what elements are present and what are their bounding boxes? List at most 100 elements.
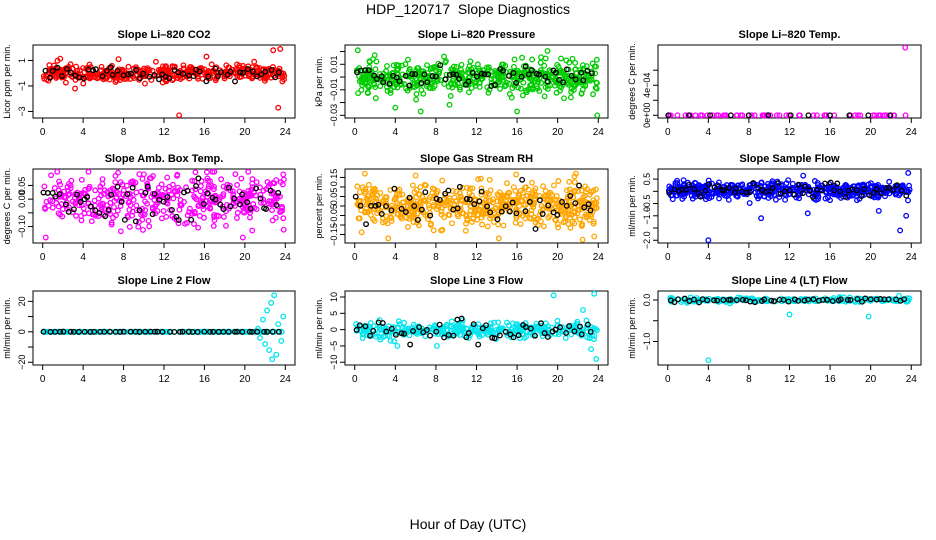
data-point-black (827, 179, 834, 186)
data-point-black (54, 64, 61, 71)
data-point (532, 191, 539, 198)
data-point (280, 226, 287, 233)
data-point (269, 207, 275, 214)
data-point-black (560, 79, 567, 86)
data-point (692, 180, 699, 187)
data-point-black (91, 328, 98, 335)
data-point-black (81, 328, 88, 335)
chart-title: Slope Line 3 Flow (430, 275, 523, 287)
data-point-black (550, 209, 557, 216)
data-point-black (785, 298, 792, 305)
chart-title: Slope Amb. Box Temp. (105, 153, 224, 165)
y-tick-label: 0e+00 (642, 103, 652, 128)
data-point (477, 206, 484, 213)
data-point-black (179, 328, 186, 335)
data-point (241, 209, 248, 216)
data-point (424, 62, 430, 69)
data-point (249, 227, 256, 234)
data-point (54, 168, 61, 175)
data-point (420, 68, 427, 75)
data-point-outlier (257, 334, 263, 341)
data-point (401, 319, 408, 326)
data-point-outlier (394, 342, 401, 349)
data-point (415, 191, 422, 198)
data-point (751, 180, 758, 187)
data-point (462, 227, 469, 234)
data-point (465, 89, 472, 96)
data-point (117, 228, 124, 235)
data-point (469, 185, 476, 192)
data-point (417, 184, 424, 191)
data-point (427, 65, 434, 72)
data-point (698, 189, 704, 196)
data-point-black (500, 67, 506, 74)
data-point (446, 212, 453, 218)
data-point-black (578, 69, 585, 76)
data-point (415, 65, 422, 72)
data-point-black (755, 185, 762, 191)
data-point (517, 221, 524, 227)
data-point-black (446, 71, 453, 78)
data-point (395, 318, 402, 325)
data-point (538, 79, 545, 86)
data-point (51, 185, 58, 191)
data-point-black (427, 212, 434, 219)
data-point-black (470, 321, 477, 328)
data-point-black (873, 296, 880, 303)
data-point (571, 208, 578, 215)
data-point-black (62, 201, 69, 208)
data-point-outlier (417, 108, 424, 115)
data-point (275, 73, 282, 80)
data-point-outlier (572, 170, 579, 177)
data-point (579, 236, 586, 243)
data-point (453, 188, 460, 195)
data-point (120, 187, 127, 194)
data-point (101, 187, 108, 194)
data-point-black (103, 67, 110, 74)
data-point-black (544, 334, 551, 340)
data-point (401, 81, 408, 87)
data-point-black (388, 207, 395, 214)
data-point-black (144, 183, 151, 190)
data-point (540, 223, 547, 230)
data-point (485, 197, 492, 204)
data-point-black (769, 185, 776, 192)
x-tick-label: 20 (865, 127, 877, 138)
x-tick-label: 16 (825, 252, 837, 263)
data-point (518, 85, 524, 92)
y-tick-label: −10 (329, 355, 339, 370)
data-point-black (232, 78, 238, 85)
data-point-black (433, 73, 439, 80)
data-point-outlier (361, 170, 368, 177)
x-tick-label: 24 (906, 252, 918, 263)
data-point (844, 184, 851, 191)
data-point-black (372, 202, 379, 209)
data-point-black (402, 72, 409, 79)
data-point (555, 202, 561, 209)
data-point (81, 69, 88, 76)
data-point (196, 65, 203, 72)
data-point-black (151, 190, 158, 197)
data-point-black (791, 191, 798, 198)
data-point (112, 179, 119, 186)
data-point-black (475, 341, 482, 348)
data-point-black (373, 76, 380, 82)
data-point (555, 178, 562, 184)
data-point (117, 179, 124, 186)
data-point-black (494, 216, 501, 223)
data-point-black (402, 209, 409, 215)
data-point-outlier (875, 207, 882, 214)
data-point (699, 184, 706, 191)
data-point (146, 175, 153, 182)
data-point-black (721, 187, 728, 194)
data-point-outlier (705, 357, 712, 364)
x-tick-label: 8 (121, 252, 127, 263)
data-point (164, 174, 171, 181)
data-point (200, 193, 206, 200)
data-point (251, 58, 258, 65)
data-point-black (554, 212, 561, 218)
data-point (457, 86, 463, 93)
data-point-black (215, 73, 221, 79)
y-tick-label: −20 (17, 355, 27, 370)
y-tick-label: 0 (329, 327, 339, 332)
